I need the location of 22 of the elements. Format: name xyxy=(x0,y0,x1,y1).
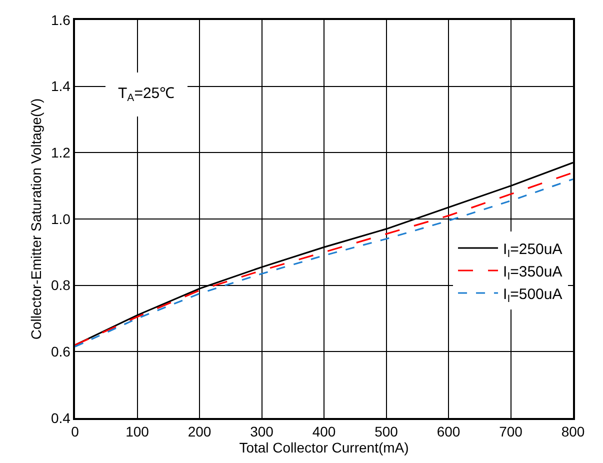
y-tick-label: 1.2 xyxy=(50,144,71,161)
x-tick-label: 100 xyxy=(126,424,150,440)
y-tick-label: 1.6 xyxy=(50,12,71,28)
x-tick-label: 800 xyxy=(561,424,585,440)
x-axis-title: Total Collector Current(mA) xyxy=(239,440,409,456)
y-tick-label: 0.8 xyxy=(50,277,71,294)
y-tick-label: 1.4 xyxy=(50,78,71,94)
x-tick-label: 500 xyxy=(374,424,398,440)
legend-label: I$_{I}$=250uA xyxy=(503,240,562,260)
x-tick-label: 200 xyxy=(188,424,212,440)
legend-label: I$_{I}$=500uA xyxy=(503,286,562,305)
x-tick-label: 700 xyxy=(499,424,523,440)
x-tick-label: 400 xyxy=(312,424,336,440)
legend-label: I$_{I}$=350uA xyxy=(503,263,562,282)
y-tick-label: 0.6 xyxy=(50,344,71,360)
y-tick-label: 0.4 xyxy=(50,410,71,426)
x-tick-label: 600 xyxy=(436,424,460,440)
annotation: T$_{A}$=25℃ xyxy=(118,85,175,104)
y-tick-label: 1.0 xyxy=(50,210,71,227)
x-tick-label: 300 xyxy=(250,424,274,440)
y-axis-title: Collector-Emitter Saturation Voltage(V) xyxy=(28,98,44,340)
x-tick-label: 0 xyxy=(71,424,80,440)
